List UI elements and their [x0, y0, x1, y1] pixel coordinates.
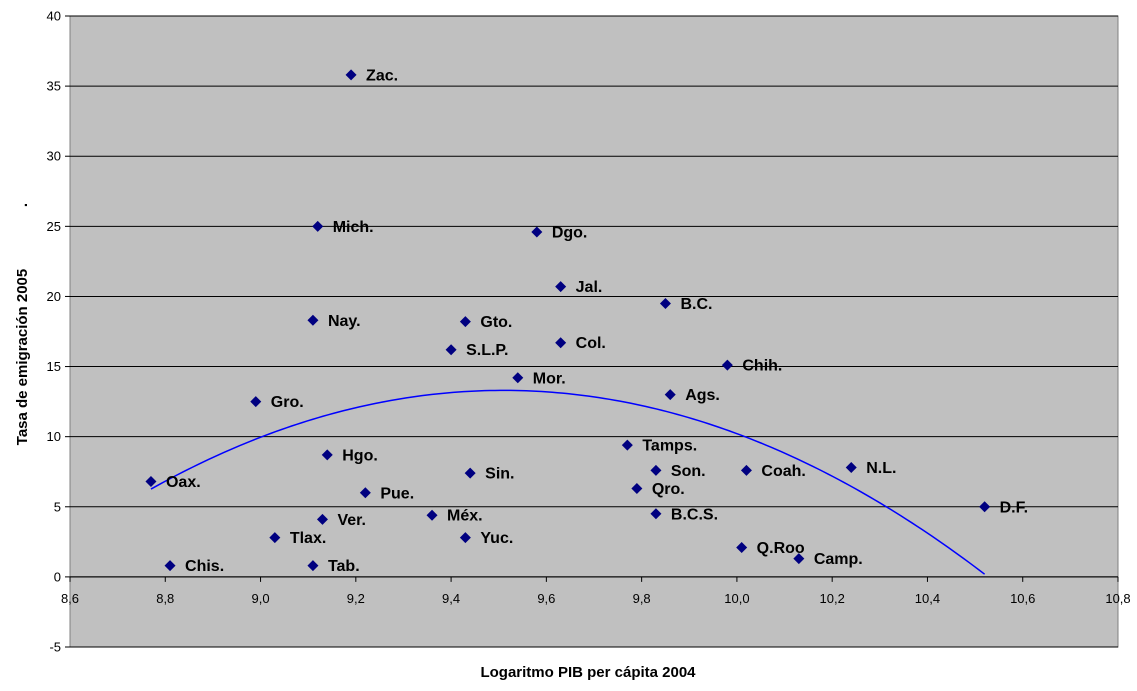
x-tick-label: 10,6	[1010, 591, 1035, 606]
data-point-label: Zac.	[366, 67, 398, 84]
data-point-marker	[145, 476, 157, 488]
data-point-label: Chis.	[185, 558, 224, 575]
data-point-label: Chih.	[742, 358, 782, 375]
x-axis-title: Logaritmo PIB per cápita 2004	[480, 664, 696, 681]
x-tick-label: 10,0	[724, 591, 749, 606]
data-point-marker	[631, 483, 643, 495]
data-point-marker	[164, 560, 176, 572]
data-point-label: Q.Roo	[757, 540, 805, 557]
data-point-marker	[312, 220, 324, 232]
data-point-marker	[345, 69, 357, 81]
x-tick-label: 9,6	[537, 591, 555, 606]
x-tick-label: 10,8	[1105, 591, 1130, 606]
data-point-marker	[316, 513, 328, 525]
data-point-marker	[459, 316, 471, 328]
data-point-label: N.L.	[866, 460, 896, 477]
data-point-marker	[269, 532, 281, 544]
data-point-marker	[464, 467, 476, 479]
data-point-marker	[740, 464, 752, 476]
y-tick-label: 0	[54, 569, 61, 584]
data-point-label: Mor.	[533, 370, 566, 387]
data-point-marker	[650, 464, 662, 476]
data-point-marker	[531, 226, 543, 238]
data-point-marker	[793, 553, 805, 565]
data-point-marker	[650, 508, 662, 520]
y-tick-label: 5	[54, 499, 61, 514]
plot-area	[69, 15, 1119, 648]
data-point-marker	[512, 372, 524, 384]
data-point-label: Jal.	[576, 279, 603, 296]
data-point-marker	[664, 389, 676, 401]
data-point-label: Ver.	[337, 512, 365, 529]
data-point-marker	[845, 462, 857, 474]
y-tick-label: 15	[47, 359, 61, 374]
data-point-marker	[250, 396, 262, 408]
data-point-label: Tab.	[328, 558, 360, 575]
x-tick-label: 9,4	[442, 591, 460, 606]
trendline	[150, 389, 986, 575]
data-point-label: Nay.	[328, 313, 361, 330]
y-tick-label: 40	[47, 9, 61, 24]
y-tick-label: 25	[47, 219, 61, 234]
x-tick-label: 8,8	[156, 591, 174, 606]
data-point-marker	[445, 344, 457, 356]
data-point-marker	[555, 281, 567, 293]
data-point-label: Col.	[576, 335, 606, 352]
data-point-label: Camp.	[814, 551, 863, 568]
data-point-marker	[659, 297, 671, 309]
data-point-label: Son.	[671, 463, 706, 480]
data-point-label: S.L.P.	[466, 342, 508, 359]
data-point-marker	[555, 337, 567, 349]
data-point-label: Tlax.	[290, 530, 326, 547]
data-point-label: Mich.	[333, 219, 374, 236]
data-point-label: Qro.	[652, 481, 685, 498]
y-tick-label: -5	[49, 640, 61, 655]
data-point-label: Tamps.	[642, 438, 697, 455]
data-point-marker	[721, 359, 733, 371]
data-point-label: Coah.	[761, 463, 805, 480]
data-point-label: Gto.	[480, 314, 512, 331]
data-point-label: Hgo.	[342, 447, 378, 464]
data-point-marker	[979, 501, 991, 513]
data-point-label: Oax.	[166, 474, 201, 491]
x-tick-label: 9,2	[347, 591, 365, 606]
y-tick-label: 10	[47, 429, 61, 444]
data-point-label: Ags.	[685, 387, 720, 404]
data-point-marker	[321, 449, 333, 461]
x-tick-label: 9,8	[633, 591, 651, 606]
data-point-marker	[621, 439, 633, 451]
data-point-marker	[426, 509, 438, 521]
data-point-marker	[459, 532, 471, 544]
data-point-marker	[736, 541, 748, 553]
y-axis-title: Tasa de emigración 2005	[14, 269, 31, 445]
data-point-label: Méx.	[447, 508, 483, 525]
data-point-label: B.C.	[680, 296, 712, 313]
x-tick-label: 10,2	[820, 591, 845, 606]
y-tick-label: 30	[47, 149, 61, 164]
data-point-label: Pue.	[380, 485, 414, 502]
x-tick-label: 8,6	[61, 591, 79, 606]
x-tick-label: 10,4	[915, 591, 940, 606]
data-point-marker	[307, 560, 319, 572]
data-point-label: D.F.	[1000, 499, 1028, 516]
y-tick-label: 35	[47, 79, 61, 94]
data-point-label: Sin.	[485, 466, 514, 483]
data-point-label: B.C.S.	[671, 506, 718, 523]
data-point-label: Dgo.	[552, 224, 588, 241]
y-axis-title-suffix: .	[14, 203, 31, 207]
data-point-label: Yuc.	[480, 530, 513, 547]
x-tick-label: 9,0	[252, 591, 270, 606]
y-tick-label: 20	[47, 289, 61, 304]
data-point-marker	[307, 314, 319, 326]
data-point-label: Gro.	[271, 394, 304, 411]
data-point-marker	[359, 487, 371, 499]
